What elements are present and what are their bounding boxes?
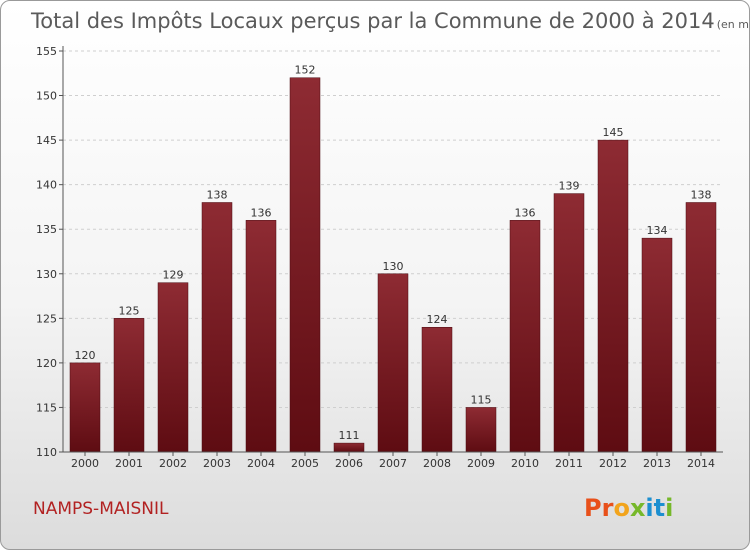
x-tick-label: 2004 [247, 457, 275, 470]
bar-2012 [597, 139, 629, 453]
data-label: 145 [603, 126, 624, 139]
bar-2001 [113, 318, 145, 453]
data-label: 120 [75, 349, 96, 362]
x-tick-label: 2012 [599, 457, 627, 470]
data-label: 115 [471, 393, 492, 406]
commune-name: NAMPS-MAISNIL [33, 499, 169, 519]
x-tick-label: 2005 [291, 457, 319, 470]
x-tick-label: 2003 [203, 457, 231, 470]
data-label: 152 [295, 64, 316, 77]
x-tick-label: 2000 [71, 457, 99, 470]
data-label: 111 [339, 429, 360, 442]
bar-2008 [421, 326, 453, 453]
x-tick-label: 2001 [115, 457, 143, 470]
bar-2013 [641, 237, 673, 453]
data-label: 136 [515, 206, 536, 219]
chart-title: Total des Impôts Locaux perçus par la Co… [30, 9, 750, 33]
x-tick-label: 2006 [335, 457, 363, 470]
chart-title-main: Total des Impôts Locaux perçus par la Co… [30, 9, 715, 33]
bar-2003 [201, 202, 233, 453]
data-label: 134 [647, 224, 668, 237]
x-tick-label: 2007 [379, 457, 407, 470]
logo-letter: i [665, 494, 673, 522]
bar-2009 [465, 407, 497, 453]
bar-2000 [69, 362, 101, 453]
y-tick-label: 130 [36, 268, 57, 281]
y-tick-label: 145 [36, 134, 57, 147]
y-tick-label: 150 [36, 90, 57, 103]
bar-2014 [685, 202, 717, 453]
x-tick-label: 2008 [423, 457, 451, 470]
bar-2004 [245, 220, 277, 453]
bar-2007 [377, 273, 409, 453]
x-tick-label: 2014 [687, 457, 715, 470]
logo-letter: t [654, 494, 665, 522]
logo-letter: o [613, 494, 630, 522]
x-axis: 2000 2001 2002 2003 2004 2005 2006 2007 2008 2009… [63, 451, 723, 470]
logo-letter: r [602, 494, 614, 522]
x-tick-label: 2011 [555, 457, 583, 470]
x-tick-label: 2002 [159, 457, 187, 470]
data-label: 138 [691, 188, 712, 201]
data-label: 138 [207, 188, 228, 201]
bar-2005 [289, 77, 321, 453]
proxiti-logo: Proxiti [584, 494, 673, 522]
y-tick-label: 135 [36, 223, 57, 236]
chart-title-unit: (en milliers d'€) [717, 18, 750, 31]
data-label: 125 [119, 304, 140, 317]
data-label: 136 [251, 206, 272, 219]
bars: 120 125 129 138 136 152 111 130 124 115 136 139 145 1… [69, 64, 717, 453]
y-tick-label: 125 [36, 312, 57, 325]
bar-2002 [157, 282, 189, 453]
y-tick-label: 115 [36, 401, 57, 414]
y-tick-label: 140 [36, 179, 57, 192]
bar-2010 [509, 220, 541, 453]
y-axis: 110 115 120 125 130 135 140 145 150 155 [36, 45, 64, 459]
data-label: 139 [559, 180, 580, 193]
x-tick-label: 2013 [643, 457, 671, 470]
data-label: 129 [163, 269, 184, 282]
logo-letter: i [645, 494, 653, 522]
logo-letter: P [584, 494, 602, 522]
logo-letter: x [630, 494, 646, 522]
data-label: 124 [427, 313, 448, 326]
y-tick-label: 155 [36, 45, 57, 58]
y-tick-label: 110 [36, 446, 57, 459]
x-tick-label: 2009 [467, 457, 495, 470]
y-tick-label: 120 [36, 357, 57, 370]
x-tick-label: 2010 [511, 457, 539, 470]
bar-2011 [553, 193, 585, 453]
data-label: 130 [383, 260, 404, 273]
bar-2006 [333, 442, 365, 453]
